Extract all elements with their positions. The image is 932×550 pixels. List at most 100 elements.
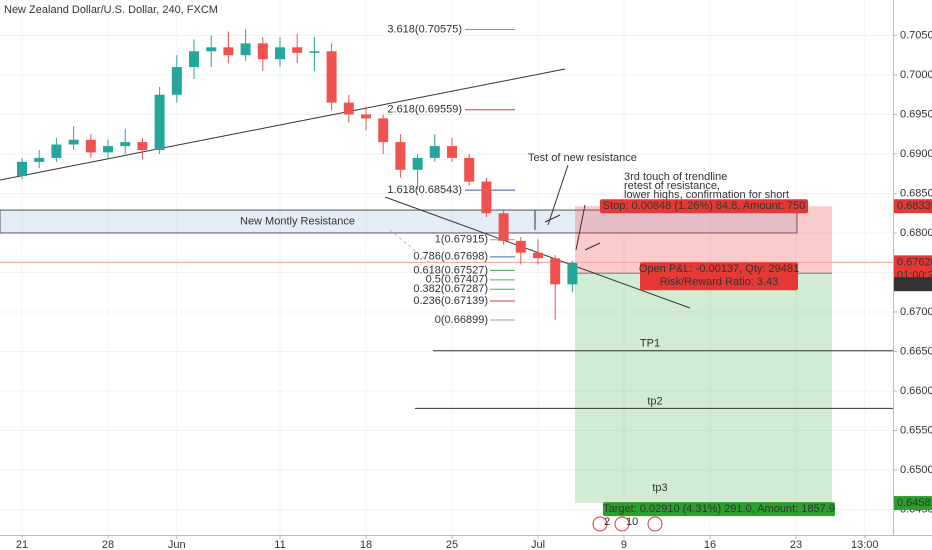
candle-body [171,67,182,95]
event-count: 10 [626,516,638,528]
chart-title: New Zealand Dollar/U.S. Dollar, 240, FXC… [4,4,218,16]
event-icon [614,516,630,532]
annotation: retest of resistance, [624,180,720,192]
tp-label: TP1 [640,338,660,350]
candle-body [326,51,337,103]
x-tick-label: 16 [704,539,716,550]
candle-body [481,181,492,214]
stop-label-bg [600,199,808,214]
candle-body [567,262,578,285]
trendline [384,196,691,309]
candle-body [361,114,372,119]
candle-body [498,213,509,241]
x-tick-label: 28 [102,539,114,550]
price-tag-bg [894,255,932,270]
candle-body [533,252,544,259]
x-tick-label: 25 [446,539,458,550]
x-tick-label: 21 [16,539,28,550]
candle-body [447,146,458,158]
annotation: Test of new resistance [528,152,637,164]
x-tick-label: 23 [790,539,802,550]
candle-body [223,47,234,56]
price-tag-bg [894,496,932,511]
price-tag: 0.68339 [897,200,932,212]
candle-body [429,146,440,158]
candle-body [120,142,131,147]
pnl-bg [640,262,798,291]
fib-label: 0.382(0.67287) [413,283,488,295]
x-tick-label: Jun [168,539,186,550]
candle-body [275,47,286,60]
x-tick-label: 11 [274,539,285,550]
candle-body [189,51,200,68]
candle-body [395,142,406,170]
fib-label: 1.618(0.68543) [387,184,462,196]
arrow [534,164,601,251]
event-count: 2 [604,516,610,528]
fib-label: 0.236(0.67139) [413,295,488,307]
event-icon [592,516,608,532]
candle-body [464,157,475,182]
stop-label: Stop: 0.00848 (1.26%) 84.8, Amount: 750 [603,200,805,212]
x-tick-label: 13:00 [851,539,879,550]
price-tag: 0.67491 [897,278,932,290]
target-label-bg [603,502,835,517]
candle-body [34,157,45,162]
fib-label: 0.5(0.67407) [426,274,488,286]
plot: New Montly Resistance 3.618(0.70575) 2.618… [0,0,893,535]
fib-label: 0.786(0.67698) [413,251,488,263]
resistance-zone [0,209,798,234]
price-tag-bg [894,277,932,292]
x-tick-label: 18 [360,539,372,550]
candle-body [240,43,251,56]
zone-label: New Montly Resistance [240,215,355,227]
candle-body [206,47,217,52]
fib-label: 2.618(0.69559) [387,104,462,116]
candle-body [154,94,165,151]
candle-body [309,51,320,53]
trendline [389,229,451,281]
candle-body [378,118,389,143]
price-tag-bg [894,199,932,214]
price-tag: 0.67628 [897,256,932,268]
candle-body [343,102,354,115]
fib-label: 0(0.66899) [435,314,488,326]
pnl-label: Open P&L: -0.00137, Qty: 29481 [639,263,799,275]
target-zone [575,273,832,504]
candle-body [292,47,303,53]
trendline [0,68,566,181]
target-label: Target: 0.02910 (4.31%) 291.0, Amount: 1… [603,503,835,515]
event-icon [647,516,663,532]
tp-label: tp2 [647,395,662,407]
annotation: 3rd touch of trendline [624,171,727,183]
candle-body [85,139,96,153]
candle-body [550,258,561,285]
x-tick-label: Jul [531,539,545,550]
y-tick-label: 0.65000 [900,464,932,476]
candle-body [17,161,28,177]
annotation: lower highs, confirmation for short [624,189,789,201]
candle-body [137,142,148,151]
fib-label: 1(0.67915) [435,234,488,246]
candle-body [51,144,62,158]
candle-body [515,240,526,253]
candle-body [412,157,423,170]
candle-body [68,139,79,145]
x-tick-label: 9 [621,539,627,550]
tp-label: tp3 [652,482,667,494]
candle-body [103,146,114,153]
fib-label: 3.618(0.70575) [387,23,462,35]
price-tag: 0.64581 [897,497,932,509]
candle-body [257,43,268,60]
